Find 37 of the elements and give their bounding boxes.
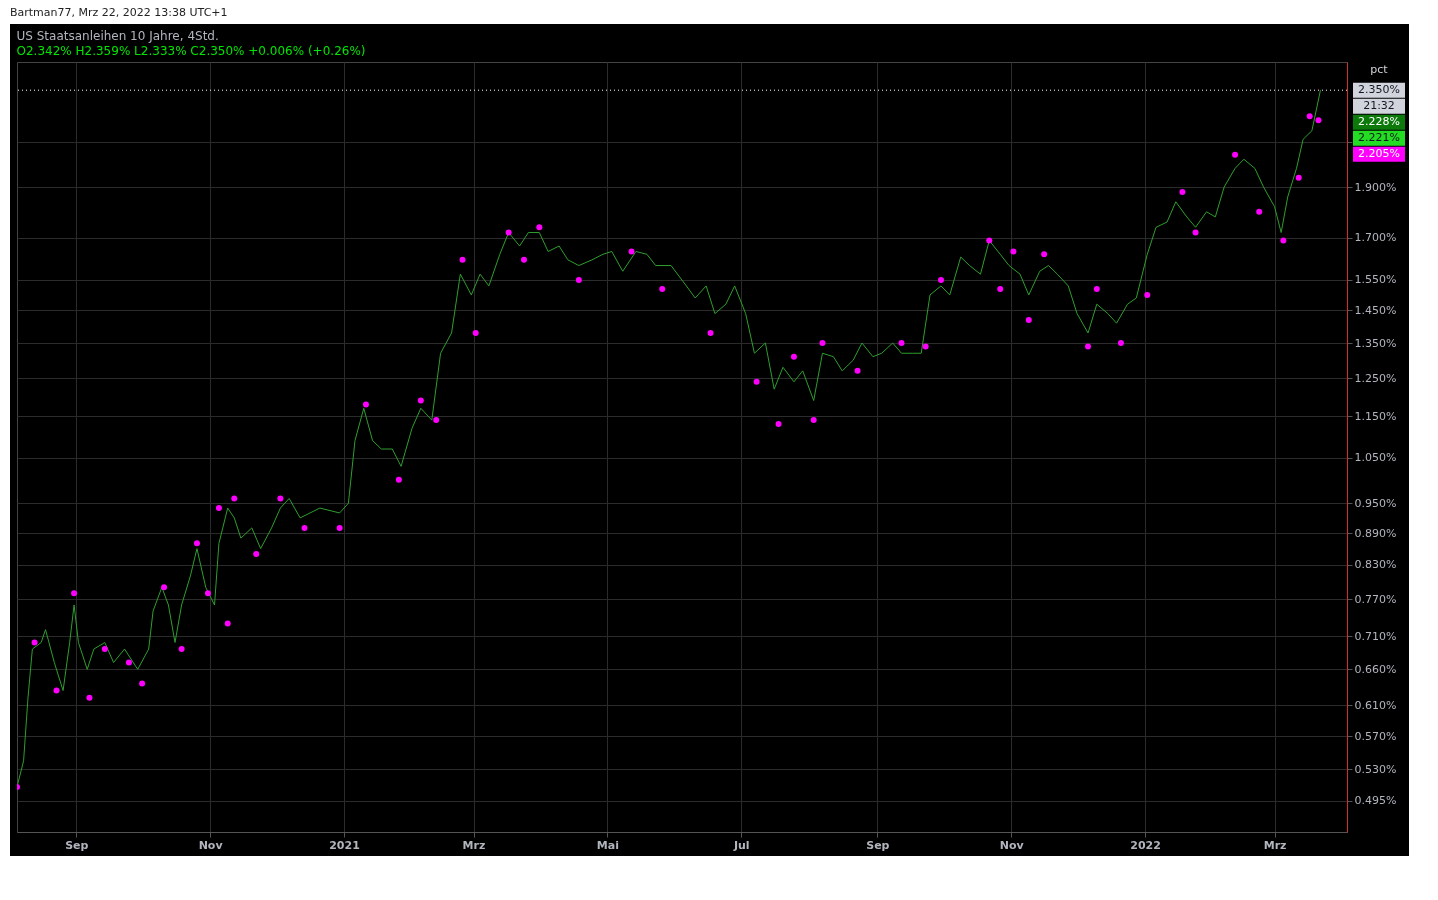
y-tick-label: 0.710% <box>1354 629 1397 643</box>
text: 2.228% <box>1358 115 1400 129</box>
y-tick-label: 0.950% <box>1354 496 1397 510</box>
y-tick-label: 0.610% <box>1354 698 1397 712</box>
x-tick-label: Nov <box>198 838 224 852</box>
x-tick-label: Mrz <box>1263 838 1287 852</box>
ref-line-label: 2.350% <box>1358 83 1400 97</box>
y-tick-label: 0.570% <box>1354 729 1397 743</box>
x-tick-label: 2022 <box>1130 838 1161 852</box>
text: 2.221% <box>1358 131 1400 145</box>
x-tick-label: 2021 <box>329 838 360 852</box>
text: Bartman77, Mrz 22, 2022 13:38 UTC+1 <box>9 5 229 21</box>
x-tick-label: Nov <box>999 838 1025 852</box>
y-tick-label: 1.050% <box>1354 451 1397 465</box>
y-tick-label: 1.150% <box>1354 409 1397 423</box>
x-tick-label: Mrz <box>462 838 486 852</box>
y-tick-label: 1.550% <box>1354 273 1397 287</box>
y-tick-label: 1.450% <box>1354 303 1397 317</box>
x-tick-label: Sep <box>65 838 89 852</box>
text: 21:32 <box>1363 99 1395 113</box>
y-tick-label: 0.495% <box>1354 794 1397 808</box>
y-tick-label: 0.830% <box>1354 558 1397 572</box>
x-tick-label: Sep <box>866 838 890 852</box>
y-tick-label: 1.350% <box>1354 336 1397 350</box>
y-tick-label: 1.250% <box>1354 371 1397 385</box>
y-tick-label: 1.700% <box>1354 231 1397 245</box>
y-tick-label: 0.530% <box>1354 762 1397 776</box>
y-tick-label: 1.900% <box>1354 180 1397 194</box>
y-tick-label: 0.890% <box>1354 526 1397 540</box>
y-tick-label: 0.660% <box>1354 662 1397 676</box>
text: pct <box>1370 63 1389 76</box>
y-tick-label: 0.770% <box>1354 592 1397 606</box>
x-tick-label: Jul <box>732 838 750 852</box>
x-tick-label: Mai <box>596 838 619 852</box>
text: 2.205% <box>1358 147 1400 161</box>
chart-title: US Staatsanleihen 10 Jahre, 4Std. <box>16 29 219 43</box>
chart-subtitle: O2.342% H2.359% L2.333% C2.350% +0.006% (+0.26%) <box>16 44 366 58</box>
